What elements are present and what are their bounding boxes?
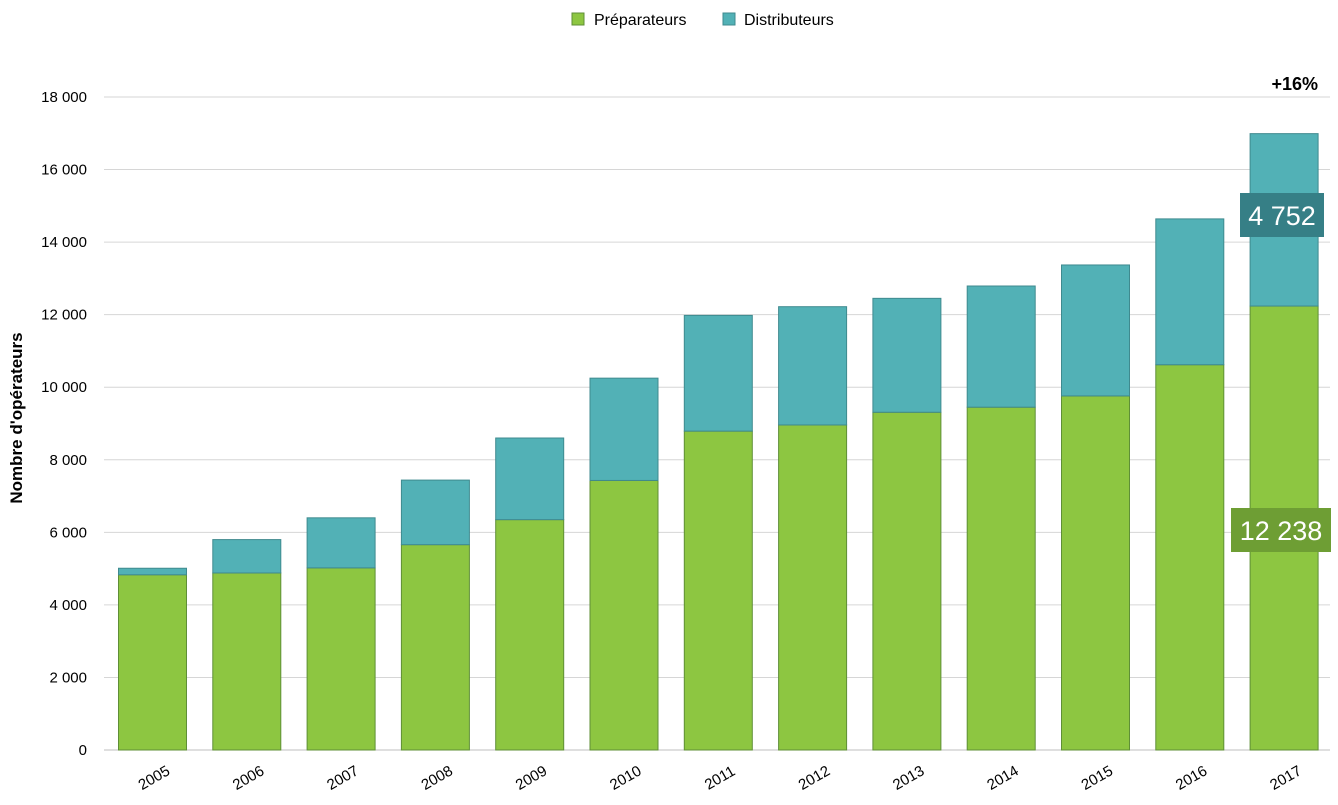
y-tick-label: 4 000: [49, 597, 87, 614]
y-tick-label: 10 000: [41, 379, 87, 396]
y-tick-label: 2 000: [49, 669, 87, 686]
x-tick-label: 2013: [890, 762, 927, 793]
bar-segment-distributeurs-2016: [1155, 218, 1225, 366]
bar-segment-preparateurs-2013: [872, 411, 942, 751]
x-tick-label: 2009: [513, 762, 550, 793]
growth-annotation: +16%: [1271, 74, 1318, 94]
bar-segment-distributeurs-2009: [495, 437, 565, 521]
callout-top-value: 4 752: [1248, 201, 1316, 231]
bar-segment-distributeurs-2010: [589, 377, 659, 481]
bar-segment-preparateurs-2009: [495, 519, 565, 751]
bar-segment-distributeurs-2013: [872, 297, 942, 413]
x-tick-label: 2007: [324, 762, 361, 793]
bar-segment-preparateurs-2011: [683, 430, 753, 751]
bar-segment-preparateurs-2012: [778, 424, 848, 751]
y-tick-label: 8 000: [49, 452, 87, 469]
x-tick-label: 2017: [1267, 762, 1304, 793]
callout-bottom-background: [1231, 508, 1331, 552]
y-tick-label: 0: [79, 742, 87, 759]
x-tick-label: 2006: [230, 762, 267, 793]
bar-segment-preparateurs-2016: [1155, 364, 1225, 751]
x-tick-label: 2008: [418, 762, 455, 793]
y-tick-label: 6 000: [49, 524, 87, 541]
callout-preparateurs-2017: 12 238: [1231, 508, 1331, 552]
legend-label-distributeurs: Distributeurs: [744, 12, 834, 29]
x-tick-label: 2010: [607, 762, 644, 793]
bar-segment-distributeurs-2005: [118, 567, 187, 576]
x-tick-label: 2005: [136, 762, 173, 793]
callout-top-background: [1240, 193, 1324, 237]
bar-segment-distributeurs-2007: [306, 517, 376, 569]
y-tick-label: 18 000: [41, 89, 87, 106]
bar-segment-preparateurs-2007: [306, 567, 376, 751]
y-tick-label: 12 000: [41, 307, 87, 324]
bar-segment-distributeurs-2014: [966, 285, 1036, 408]
x-tick-label: 2011: [702, 763, 738, 794]
bar-segment-distributeurs-2006: [212, 539, 282, 574]
callout-distributeurs-2017: 4 752: [1240, 193, 1324, 237]
bar-segment-preparateurs-2008: [400, 544, 470, 751]
bar-segment-distributeurs-2008: [400, 479, 470, 546]
x-tick-label: 2016: [1173, 762, 1210, 793]
bar-segment-distributeurs-2011: [683, 314, 753, 432]
legend-swatch-preparateurs: [571, 12, 585, 26]
bar-segment-distributeurs-2015: [1061, 264, 1130, 397]
y-axis-title: Nombre d'opérateurs: [7, 332, 26, 503]
y-tick-label: 16 000: [41, 162, 87, 179]
bars: [118, 133, 1319, 751]
legend-label-preparateurs: Préparateurs: [594, 12, 687, 29]
bar-segment-preparateurs-2015: [1061, 395, 1130, 751]
x-tick-label: 2015: [1079, 762, 1116, 793]
bar-segment-preparateurs-2006: [212, 572, 282, 751]
callout-bottom-value: 12 238: [1240, 516, 1323, 546]
x-tick-label: 2014: [984, 762, 1021, 793]
legend: Préparateurs Distributeurs: [571, 12, 834, 29]
bar-segment-preparateurs-2005: [118, 574, 187, 751]
legend-swatch-distributeurs: [722, 12, 736, 26]
bar-segment-preparateurs-2014: [966, 406, 1036, 751]
bar-segment-preparateurs-2010: [589, 479, 659, 751]
x-tick-label: 2012: [796, 762, 833, 793]
bar-segment-distributeurs-2012: [778, 306, 848, 426]
y-tick-label: 14 000: [41, 234, 87, 251]
